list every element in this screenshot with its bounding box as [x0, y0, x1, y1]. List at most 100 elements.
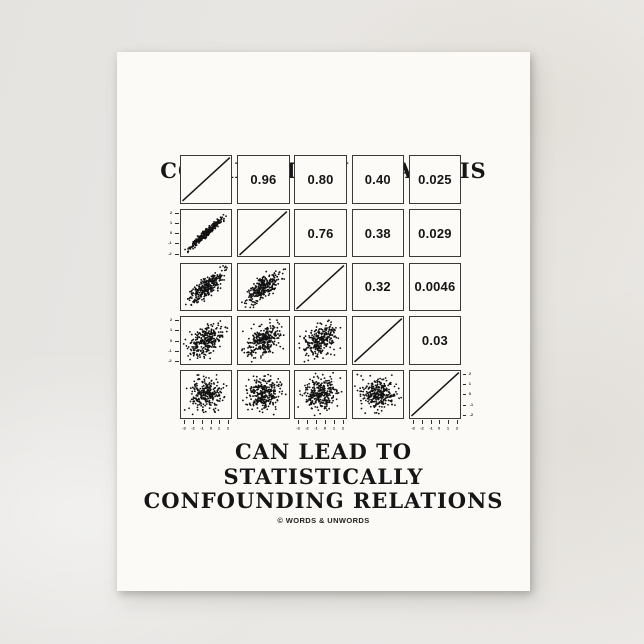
- matrix-cell-4-2: [237, 316, 290, 365]
- tick-label: 1: [169, 220, 173, 225]
- matrix-cell-3-1: [180, 262, 233, 312]
- scatter-plot: [184, 213, 227, 254]
- tick-mark: [175, 233, 179, 235]
- tick-mark: [175, 253, 179, 255]
- tick-mark: [439, 420, 441, 424]
- tick-mark: [201, 420, 203, 424]
- tick-mark: [448, 420, 450, 424]
- tick-mark: [307, 420, 309, 424]
- tick-label: -2: [419, 426, 424, 431]
- tick-label: -1: [469, 402, 474, 407]
- tick-mark: [228, 420, 230, 424]
- diagonal-line: [296, 264, 345, 310]
- tick-label: -2: [168, 251, 172, 256]
- scatter-plot: [353, 373, 402, 415]
- tick-mark: [175, 320, 179, 322]
- correlation-value-1-2: 0.96: [237, 155, 290, 204]
- tick-label: 2: [468, 371, 472, 376]
- tick-label: -3: [182, 426, 186, 431]
- matrix-cell-3-2: [237, 262, 290, 312]
- tick-mark: [175, 361, 179, 363]
- matrix-cell-4-1: 2 1 0 -1 -2: [168, 316, 233, 365]
- diagonal-line: [239, 210, 288, 256]
- subtitle-line-1: CAN LEAD TO: [234, 439, 413, 464]
- tick-mark: [192, 420, 194, 424]
- scatter-plot: [297, 372, 343, 417]
- tick-mark: [316, 420, 318, 424]
- tick-label: 0: [209, 426, 212, 431]
- tick-mark: [457, 420, 459, 424]
- identity-line-plot: [182, 156, 231, 202]
- diagonal-line: [182, 156, 231, 202]
- tick-label: 1: [169, 328, 173, 333]
- subtitle: CAN LEAD TO STATISTICALLY CONFOUNDING RE…: [117, 439, 530, 514]
- scatter-plot: [184, 264, 228, 306]
- tick-label: -2: [191, 426, 195, 431]
- matrix-cell-5-1: -3 -2 -1 0 1 2: [180, 370, 233, 430]
- tick-mark: [175, 243, 179, 245]
- tick-label: -1: [168, 348, 172, 353]
- tick-mark: [412, 420, 414, 424]
- matrix-cell-5-2: [237, 370, 290, 419]
- tick-mark: [175, 340, 179, 342]
- tick-label: 0: [438, 426, 441, 431]
- scatter-plot: [298, 319, 342, 363]
- tick-mark: [175, 330, 179, 332]
- tick-mark: [430, 420, 432, 424]
- tick-label: -1: [314, 426, 318, 431]
- correlation-value-1-3: 0.80: [294, 155, 347, 204]
- tick-mark: [175, 212, 179, 214]
- identity-line-plot: [239, 210, 288, 256]
- tick-label: -1: [199, 426, 204, 431]
- tick-mark: [342, 420, 344, 424]
- correlation-value-2-5: 0.029: [408, 208, 462, 258]
- scatter-plot: [241, 318, 285, 364]
- matrix-cell-3-3: [294, 262, 347, 312]
- tick-mark: [333, 420, 335, 424]
- matrix-cell-4-3: [294, 316, 347, 365]
- tick-mark: [462, 414, 467, 416]
- tick-label: 2: [341, 426, 344, 431]
- tick-label: 0: [169, 338, 173, 343]
- correlation-value-3-5: 0.0046: [408, 262, 462, 312]
- matrix-cell-5-5: -3 -2 -1 0 1 2 2 1 0 -1 -2: [408, 370, 473, 430]
- tick-label: 2: [227, 426, 230, 431]
- matrix-cell-1-1: [180, 155, 233, 204]
- tick-label: 2: [169, 318, 173, 323]
- correlation-value-2-4: 0.38: [351, 208, 404, 258]
- tick-mark: [184, 420, 186, 424]
- matrix-cell-2-1: 2 1 0 -1 -2: [168, 208, 233, 258]
- copyright: © WORDS & UNWORDS: [277, 516, 370, 525]
- tick-label: 0: [323, 426, 327, 431]
- tick-label: -2: [305, 426, 310, 431]
- tick-label: -1: [168, 241, 172, 246]
- scatter-plot: [183, 374, 228, 416]
- tick-label: -1: [428, 426, 433, 431]
- diagonal-line: [410, 372, 460, 417]
- matrix-cell-5-4: [351, 370, 404, 419]
- tick-mark: [219, 420, 221, 424]
- correlation-value-1-4: 0.40: [351, 155, 404, 204]
- correlation-value-2-3: 0.76: [294, 208, 347, 258]
- correlation-value-4-5: 0.03: [408, 316, 462, 365]
- tick-mark: [298, 420, 300, 424]
- tick-mark: [175, 222, 179, 224]
- tick-label: -3: [410, 426, 415, 431]
- tick-label: 0: [169, 231, 173, 236]
- scatter-plot: [182, 320, 229, 361]
- subtitle-line-2: STATISTICALLY: [223, 463, 424, 489]
- identity-line-plot: [353, 318, 402, 363]
- tick-mark: [462, 404, 467, 406]
- correlation-matrix: 0.96 0.80 0.40 0.025 2 1 0 -1 -2 0.76 0.38 0.029 0.3…: [168, 155, 473, 430]
- identity-line-plot: [410, 372, 460, 417]
- tick-label: -3: [296, 426, 301, 431]
- matrix-cell-5-3: -3 -2 -1 0 1 2: [294, 370, 347, 430]
- postcard: CORRELATION ANALYSIS 0.960.800.400.02521…: [117, 52, 530, 591]
- tick-mark: [175, 350, 179, 352]
- tick-label: 2: [169, 210, 173, 215]
- tick-mark: [421, 420, 423, 424]
- tick-label: -2: [469, 412, 474, 417]
- correlation-value-1-5: 0.025: [408, 155, 462, 204]
- tick-label: 1: [332, 426, 335, 431]
